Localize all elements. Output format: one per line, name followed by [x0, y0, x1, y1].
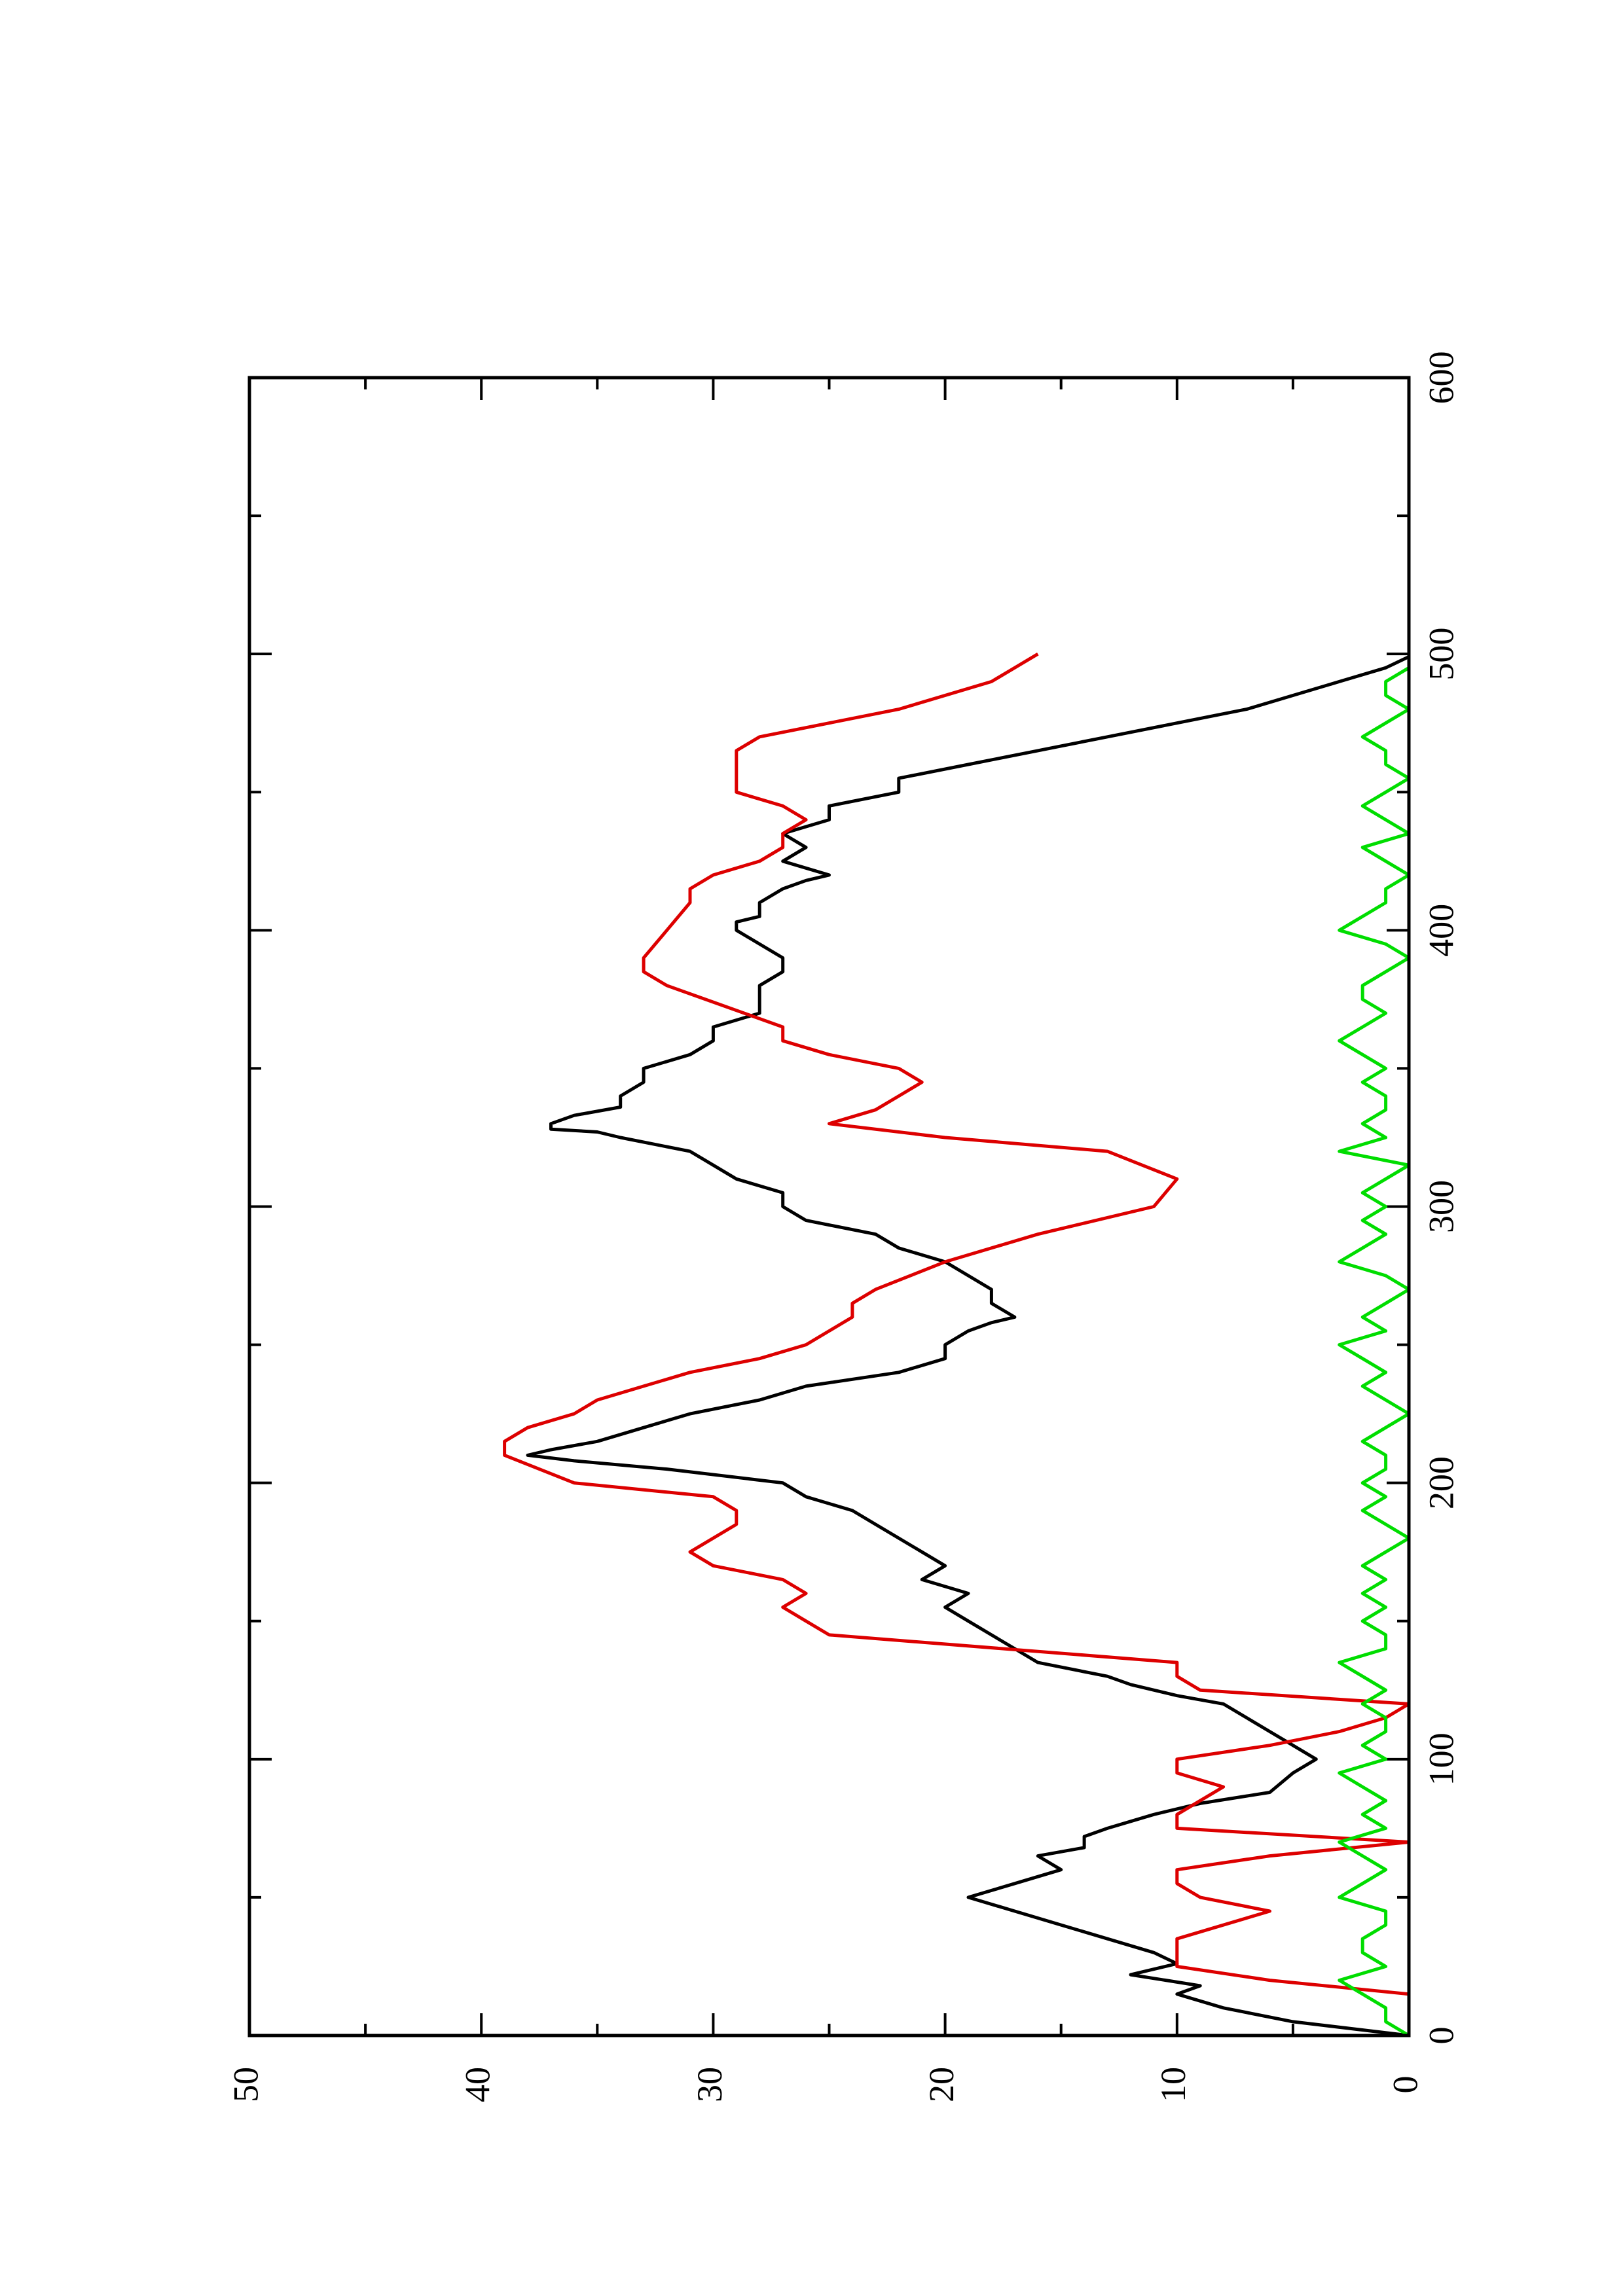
series-layer	[503, 653, 1411, 2037]
x-tick-label: 100	[1421, 1732, 1461, 1785]
y-tick-label: 10	[1154, 2067, 1193, 2102]
series-line-3	[1338, 654, 1411, 2037]
labels-layer: 0 100 200 300 400 500 600 0 10 20 30 40 50	[226, 351, 1461, 2103]
x-tick-label: 0	[1421, 2027, 1461, 2045]
x-tick-label: 200	[1421, 1456, 1461, 1509]
x-tick-label: 300	[1421, 1180, 1461, 1233]
y-tick-label: 50	[226, 2067, 265, 2102]
x-tick-label: 400	[1421, 904, 1461, 957]
series-line-1	[526, 655, 1410, 2037]
plot-frame	[247, 376, 1411, 2037]
series-line-2	[503, 653, 1411, 2036]
x-tick-label: 500	[1421, 628, 1461, 681]
y-tick-label: 40	[458, 2067, 498, 2102]
y-tick-label: 30	[690, 2067, 729, 2102]
y-tick-label: 20	[922, 2067, 961, 2102]
y-tick-label: 0	[1385, 2076, 1425, 2094]
x-tick-label: 600	[1421, 351, 1461, 404]
